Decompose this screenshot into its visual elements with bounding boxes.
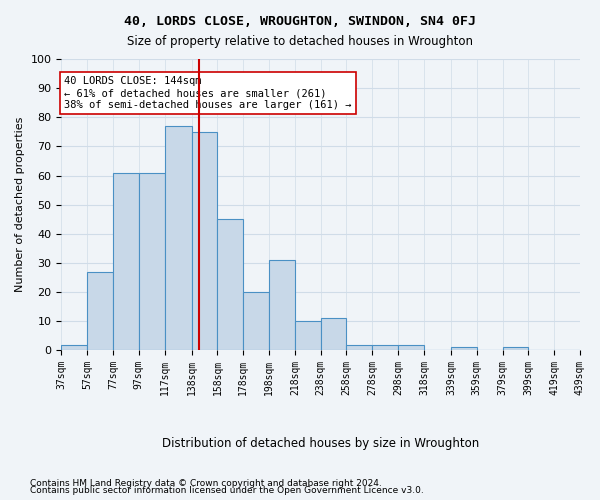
Bar — [243, 292, 269, 350]
Bar — [164, 126, 191, 350]
Bar — [372, 344, 398, 350]
Text: 40 LORDS CLOSE: 144sqm
← 61% of detached houses are smaller (261)
38% of semi-de: 40 LORDS CLOSE: 144sqm ← 61% of detached… — [64, 76, 352, 110]
Text: Contains public sector information licensed under the Open Government Licence v3: Contains public sector information licen… — [30, 486, 424, 495]
Bar — [87, 272, 113, 350]
Bar — [61, 344, 87, 350]
Bar — [451, 348, 477, 350]
Bar — [398, 344, 424, 350]
Text: 40, LORDS CLOSE, WROUGHTON, SWINDON, SN4 0FJ: 40, LORDS CLOSE, WROUGHTON, SWINDON, SN4… — [124, 15, 476, 28]
Bar — [503, 348, 529, 350]
Bar — [269, 260, 295, 350]
X-axis label: Distribution of detached houses by size in Wroughton: Distribution of detached houses by size … — [162, 437, 479, 450]
Bar — [113, 172, 139, 350]
Text: Size of property relative to detached houses in Wroughton: Size of property relative to detached ho… — [127, 35, 473, 48]
Bar — [191, 132, 217, 350]
Y-axis label: Number of detached properties: Number of detached properties — [15, 117, 25, 292]
Bar — [139, 172, 164, 350]
Bar — [346, 344, 372, 350]
Bar — [217, 219, 243, 350]
Bar — [295, 321, 320, 350]
Text: Contains HM Land Registry data © Crown copyright and database right 2024.: Contains HM Land Registry data © Crown c… — [30, 478, 382, 488]
Bar — [320, 318, 346, 350]
